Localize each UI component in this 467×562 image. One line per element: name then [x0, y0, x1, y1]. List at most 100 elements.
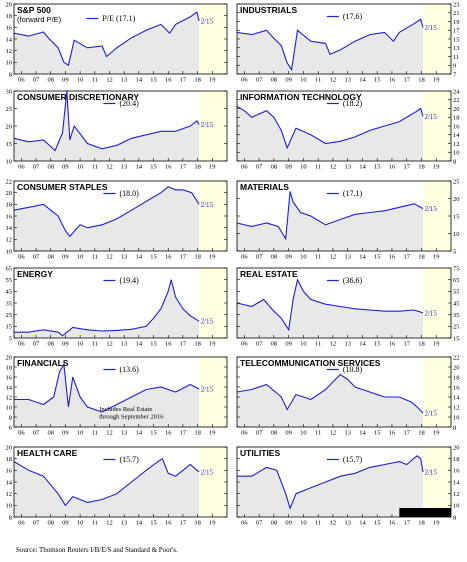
panel-subtitle: (forward P/E) — [17, 15, 62, 24]
y-tick-label: 22 — [453, 354, 460, 361]
x-tick-label: 19 — [433, 164, 440, 171]
end-date-label: 2/15 — [424, 205, 437, 213]
x-tick-label: 10 — [77, 430, 84, 437]
y-tick-label: 8 — [9, 414, 12, 421]
y-tick-label: 35 — [453, 312, 460, 319]
x-tick-label: 07 — [33, 254, 40, 261]
y-tick-label: 8 — [453, 158, 456, 165]
legend-label: (18.0) — [119, 189, 139, 198]
legend-label: (13.6) — [119, 365, 139, 374]
y-tick-label: 10 — [6, 158, 13, 165]
series-line — [14, 279, 200, 337]
x-tick-label: 08 — [271, 520, 278, 527]
y-tick-label: 14 — [453, 479, 460, 486]
x-tick-label: 15 — [150, 341, 157, 348]
x-tick-label: 16 — [389, 77, 396, 84]
x-tick-label: 07 — [33, 520, 40, 527]
y-tick-label: 20 — [453, 444, 460, 451]
forecast-zone — [423, 4, 451, 74]
x-tick-label: 18 — [194, 77, 201, 84]
series-line — [236, 373, 424, 414]
plot-frame — [13, 356, 228, 428]
end-date-label: 2/15 — [201, 469, 214, 477]
series-line — [236, 191, 424, 241]
y-tick-label: 18 — [6, 456, 13, 463]
x-tick-label: 18 — [418, 430, 425, 437]
panel-information-technology: 06 07 08 09 10 11 12 13 14 15 16 17 18 19810121416182… — [236, 88, 460, 171]
x-tick-label: 17 — [403, 254, 410, 261]
x-tick-label: 18 — [418, 520, 425, 527]
x-tick-label: 11 — [315, 430, 321, 437]
x-tick-label: 09 — [62, 164, 69, 171]
x-tick-label: 06 — [241, 164, 248, 171]
panel-sandp-500: 06 07 08 09 10 11 12 13 14 15 16 17 18 19 8 10 12 14 16 18 2… — [6, 1, 228, 84]
x-tick-label: 13 — [121, 164, 128, 171]
panel-real-estate: 06 07 08 09 10 11 12 13 14 15 16 17 18 19 15 25 35 45 55 65… — [236, 265, 460, 348]
x-tick-label: 10 — [300, 430, 307, 437]
x-tick-label: 10 — [77, 341, 84, 348]
y-tick-label: 18 — [453, 374, 460, 381]
x-tick-label: 14 — [136, 77, 143, 84]
x-tick-label: 06 — [18, 254, 25, 261]
x-tick-label: 19 — [209, 254, 216, 261]
x-tick-label: 13 — [121, 254, 128, 261]
x-tick-label: 09 — [285, 430, 292, 437]
x-tick-label: 10 — [300, 77, 307, 84]
panel-title: S&P 500 — [17, 5, 51, 15]
y-tick-label: 10 — [6, 404, 13, 411]
x-tick-label: 19 — [433, 341, 440, 348]
x-tick-label: 11 — [92, 164, 98, 171]
x-tick-label: 15 — [150, 164, 157, 171]
x-tick-label: 13 — [344, 254, 351, 261]
x-tick-label: 10 — [77, 164, 84, 171]
y-tick-label: 10 — [6, 248, 13, 255]
x-tick-label: 12 — [106, 77, 113, 84]
x-tick-label: 13 — [121, 430, 128, 437]
y-tick-label: 9 — [453, 63, 456, 70]
x-tick-label: 08 — [47, 520, 54, 527]
x-tick-label: 12 — [106, 164, 113, 171]
x-tick-label: 16 — [389, 520, 396, 527]
x-tick-label: 12 — [330, 520, 337, 527]
x-tick-label: 06 — [18, 341, 25, 348]
y-tick-label: 65 — [453, 277, 460, 284]
y-tick-label: 65 — [6, 265, 13, 272]
forecast-zone — [423, 268, 451, 338]
series-line — [13, 90, 200, 152]
x-tick-label: 06 — [241, 341, 248, 348]
end-date-label: 2/15 — [424, 410, 437, 418]
series-area — [237, 191, 423, 251]
panel-title: REAL ESTATE — [240, 269, 298, 279]
y-tick-label: 21 — [453, 10, 460, 17]
y-tick-label: 8 — [9, 514, 12, 521]
x-tick-label: 08 — [47, 77, 54, 84]
series-area — [237, 106, 423, 161]
end-date-label: 2/15 — [424, 113, 437, 121]
x-tick-label: 11 — [92, 341, 98, 348]
x-tick-label: 08 — [271, 254, 278, 261]
x-tick-label: 10 — [300, 164, 307, 171]
y-tick-label: 8 — [9, 71, 12, 78]
x-tick-label: 16 — [389, 430, 396, 437]
x-tick-label: 10 — [77, 77, 84, 84]
legend-label: P/E (17.1) — [102, 14, 135, 23]
y-tick-label: 20 — [6, 444, 13, 451]
x-tick-label: 09 — [285, 254, 292, 261]
x-tick-label: 08 — [271, 430, 278, 437]
panel-note: Includes Real Estate — [99, 406, 152, 413]
forecast-zone — [199, 181, 227, 251]
x-tick-label: 07 — [256, 341, 263, 348]
series-line — [13, 457, 200, 507]
x-tick-label: 07 — [33, 77, 40, 84]
x-tick-label: 08 — [47, 254, 54, 261]
x-tick-label: 15 — [150, 254, 157, 261]
series-area — [237, 279, 423, 338]
x-tick-label: 07 — [33, 341, 40, 348]
y-tick-label: 13 — [453, 45, 460, 52]
x-tick-label: 14 — [359, 164, 366, 171]
y-tick-label: 20 — [6, 1, 13, 8]
x-tick-label: 15 — [150, 77, 157, 84]
x-tick-label: 08 — [271, 341, 278, 348]
end-date-label: 2/15 — [201, 386, 214, 394]
